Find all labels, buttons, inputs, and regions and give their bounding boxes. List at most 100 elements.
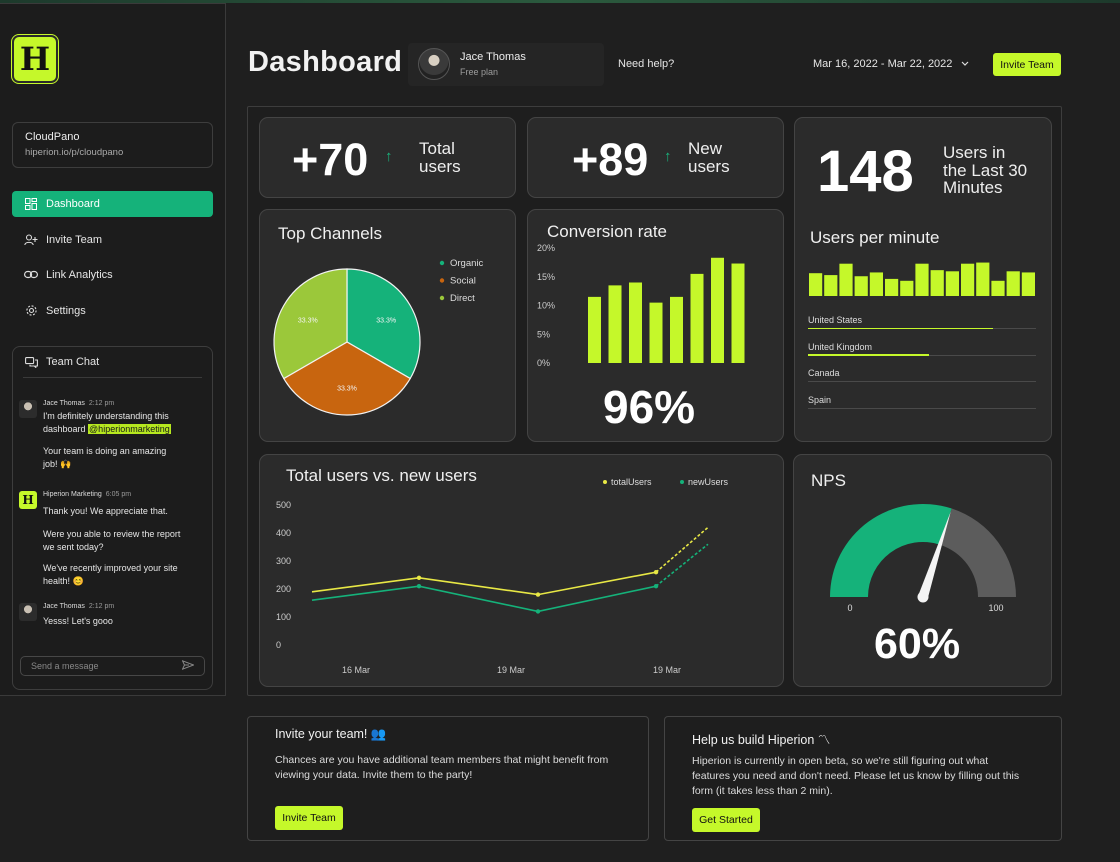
invite-card-text: Chances are you have additional team mem… xyxy=(275,754,609,766)
message-time: 2:12 pm xyxy=(88,603,115,610)
new-users-label: New users xyxy=(688,140,730,176)
chat-message: H Hiperion Marketing 6:05 pm Thank you! W… xyxy=(19,491,207,591)
legend-label: Social xyxy=(450,276,476,287)
new-users-value: +89 xyxy=(572,134,649,185)
series-point-newUsers xyxy=(416,584,422,589)
invite-team-card-button[interactable]: Invite Team xyxy=(275,806,343,830)
legend-label: totalUsers xyxy=(611,477,652,487)
users-line-chart-card: Total users vs. new users 500 400 300 200 10… xyxy=(259,454,784,687)
y-tick-label: 100 xyxy=(276,612,291,622)
nps-value: 60% xyxy=(874,620,961,668)
users-per-minute-bar xyxy=(885,278,899,296)
y-tick-label: 0 xyxy=(276,640,281,650)
country-share-bar xyxy=(808,327,993,329)
workspace-selector[interactable]: CloudPano hiperion.io/p/cloudpano xyxy=(12,122,213,168)
y-tick-label: 5% xyxy=(537,329,550,339)
hiperion-logo[interactable]: H xyxy=(12,35,58,83)
conversion-rate-chart: 20% 15% 10% 5% 0% xyxy=(537,243,745,368)
link-icon xyxy=(24,268,38,282)
nps-gauge-chart: 0 100 xyxy=(830,504,1016,613)
conversion-bar xyxy=(629,282,642,363)
legend-label: newUsers xyxy=(688,477,729,487)
country-list: United States United Kingdom Canada Spain xyxy=(808,313,1036,419)
total-users-label: Total users xyxy=(419,140,461,176)
sidebar-item-settings[interactable]: Settings xyxy=(12,298,213,324)
nps-min-label: 0 xyxy=(847,603,852,613)
users-per-minute-bar xyxy=(915,263,929,296)
user-name: Jace Thomas xyxy=(460,51,526,63)
dashboard-panel: +70 ↑ Total users +89 ↑ New users 148 Us… xyxy=(247,106,1062,696)
sidebar: H CloudPano hiperion.io/p/cloudpano Dash… xyxy=(0,3,226,696)
get-started-button[interactable]: Get Started xyxy=(692,808,760,832)
y-tick-label: 200 xyxy=(276,584,291,594)
country-row: Spain xyxy=(808,393,1036,420)
stat-label-line: users xyxy=(688,157,730,176)
message-text: Thank you! We appreciate that. xyxy=(43,506,168,516)
sidebar-item-link-analytics[interactable]: Link Analytics xyxy=(12,262,213,288)
avatar xyxy=(19,603,37,621)
x-tick-label: 19 Mar xyxy=(497,665,525,675)
total-vs-new-users-chart: 500 400 300 200 100 0 16 Mar 19 Mar 19 Mar totalU… xyxy=(276,477,729,675)
legend-dot xyxy=(680,480,684,484)
x-tick-label: 16 Mar xyxy=(342,665,370,675)
country-name: United Kingdom xyxy=(808,341,873,352)
invite-team-button[interactable]: Invite Team xyxy=(993,53,1061,76)
pie-slice-organic xyxy=(346,268,421,380)
users-per-minute-bar xyxy=(869,272,883,296)
stat-label-line: users xyxy=(419,157,461,176)
country-row: United Kingdom xyxy=(808,340,1036,367)
message-text: dashboard @hiperionmarketing xyxy=(43,423,203,436)
send-icon[interactable] xyxy=(181,659,195,672)
user-profile-chip[interactable]: Jace Thomas Free plan xyxy=(408,43,604,86)
message-text: We've recently improved your site xyxy=(43,563,178,573)
page-title: Dashboard xyxy=(248,46,403,78)
team-chat-header: Team Chat xyxy=(23,347,202,378)
sidebar-item-label: Link Analytics xyxy=(46,269,113,281)
y-tick-label: 500 xyxy=(276,500,291,510)
chat-message-input[interactable]: Send a message xyxy=(20,656,205,676)
team-chat-panel: Team Chat Jace Thomas 2:12 pm I'm definit… xyxy=(12,346,213,690)
chat-bubbles-icon xyxy=(25,356,38,368)
message-text: health! 😊 xyxy=(43,576,84,586)
mention-tag[interactable]: @hiperionmarketing xyxy=(88,424,171,434)
help-card-text: features you need and don't need. Please… xyxy=(692,770,1020,782)
help-card-text: Hiperion is currently in open beta, so w… xyxy=(692,755,989,767)
series-point-totalUsers xyxy=(653,570,659,575)
need-help-link[interactable]: Need help? xyxy=(618,58,675,70)
message-meta: Jace Thomas 2:12 pm xyxy=(43,400,114,407)
sidebar-nav: Dashboard Invite Team Link Analytics Set… xyxy=(12,191,213,333)
pie-slice-direct xyxy=(273,268,348,380)
chat-message: Jace Thomas 2:12 pm Yesss! Let's gooo xyxy=(19,603,207,633)
legend-label: Direct xyxy=(450,293,475,304)
team-chat-title: Team Chat xyxy=(46,356,100,368)
date-range-picker[interactable]: Mar 16, 2022 - Mar 22, 2022 xyxy=(813,58,969,70)
sidebar-item-invite-team[interactable]: Invite Team xyxy=(12,227,213,253)
conversion-rate-value: 96% xyxy=(603,381,696,433)
top-channels-title: Top Channels xyxy=(278,224,382,243)
conversion-bar xyxy=(670,296,683,363)
sidebar-item-dashboard[interactable]: Dashboard xyxy=(12,191,213,217)
message-author: Jace Thomas xyxy=(43,400,85,407)
workspace-url: hiperion.io/p/cloudpano xyxy=(25,147,124,158)
nps-card: NPS 0 100 60% xyxy=(793,454,1052,687)
invite-card-title: Invite your team! 👥 xyxy=(275,727,387,741)
pie-slice-label: 33.3% xyxy=(298,317,318,324)
top-channels-pie-chart: 33.3% 33.3% 33.3% Organic Social Direct xyxy=(273,258,484,416)
message-meta: Hiperion Marketing 6:05 pm xyxy=(43,491,131,498)
conversion-bar xyxy=(711,257,724,363)
country-track xyxy=(808,407,1036,409)
user-plus-icon xyxy=(24,233,38,247)
y-tick-label: 300 xyxy=(276,556,291,566)
message-meta: Jace Thomas 2:12 pm xyxy=(43,603,114,610)
pie-slice-label: 33.3% xyxy=(337,385,357,392)
users-per-minute-bar xyxy=(976,262,990,296)
message-text-part: dashboard xyxy=(43,424,89,434)
top-accent-line xyxy=(0,0,1120,3)
users-per-minute-bar xyxy=(945,271,959,296)
series-point-newUsers xyxy=(535,609,541,614)
chevron-down-icon xyxy=(961,58,969,70)
help-build-card: Help us build Hiperion 〽 Hiperion is cur… xyxy=(664,716,1062,841)
y-tick-label: 400 xyxy=(276,528,291,538)
pie-slice-label: 33.3% xyxy=(376,317,396,324)
conversion-bar xyxy=(649,302,663,363)
